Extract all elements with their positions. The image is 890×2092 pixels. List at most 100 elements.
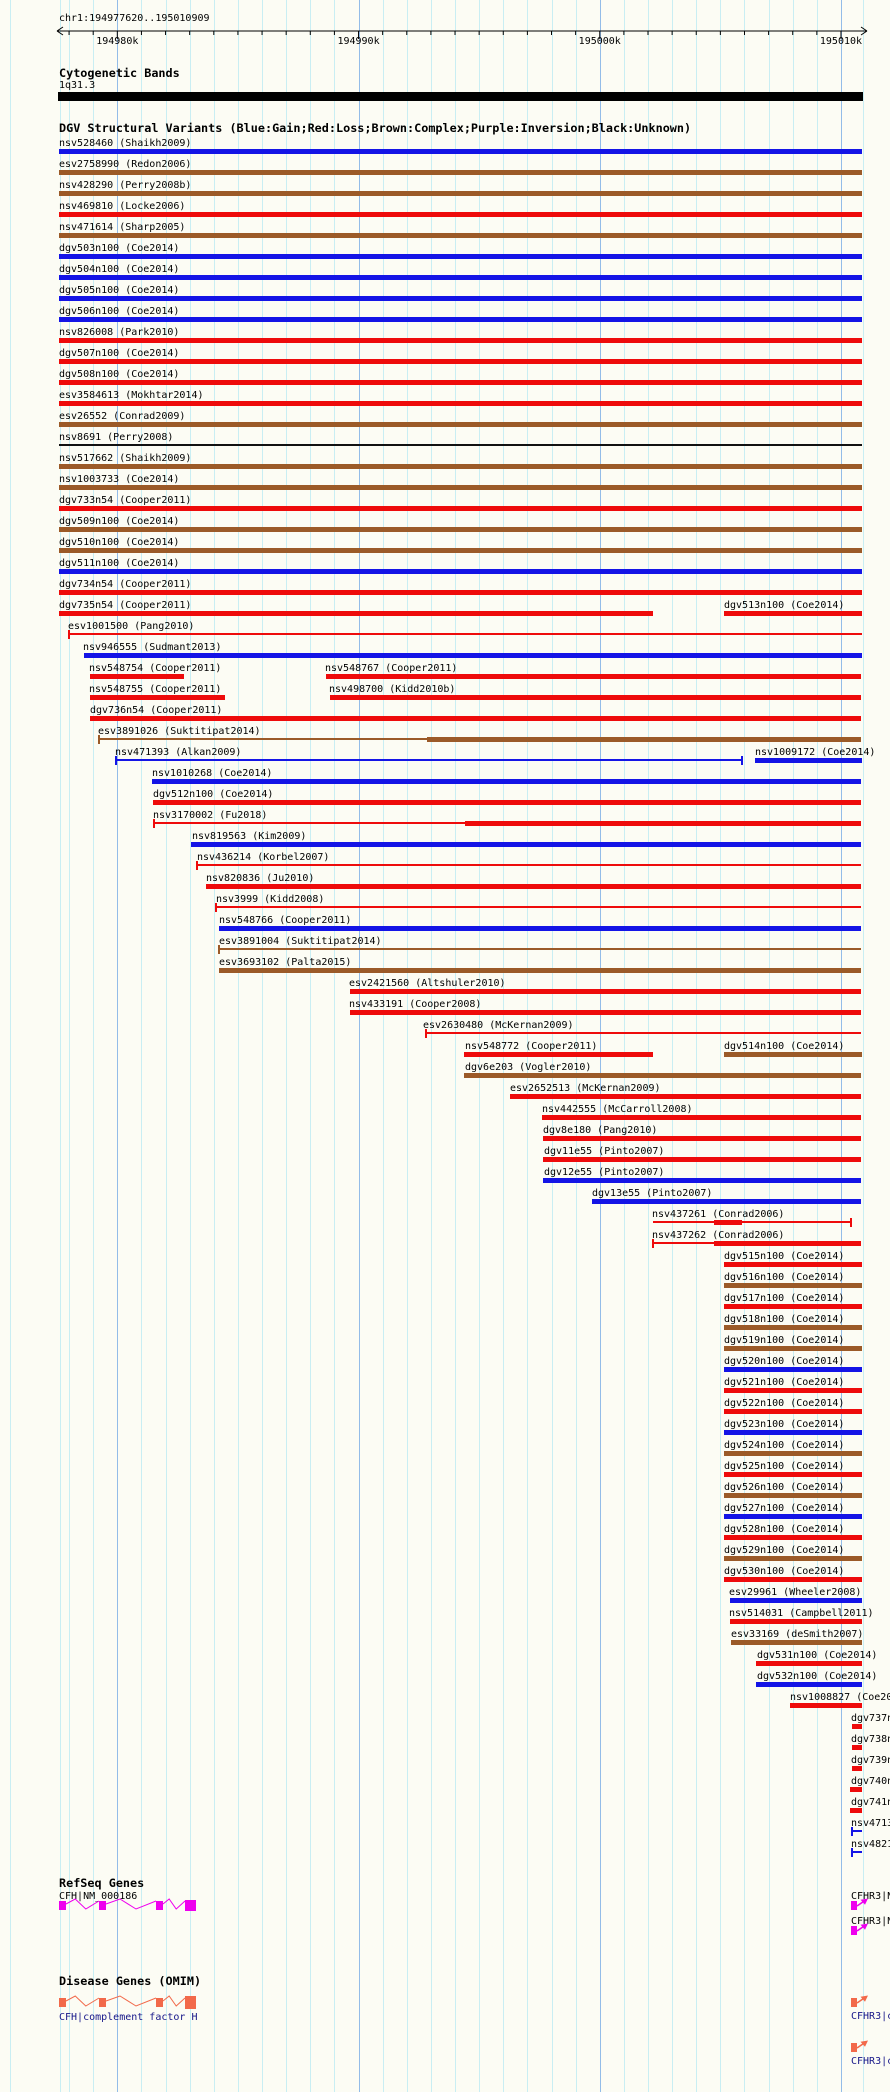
variant-bar[interactable]	[724, 1493, 862, 1498]
variant-bar[interactable]	[330, 695, 861, 700]
variant-bar[interactable]	[790, 1703, 862, 1708]
variant-bar[interactable]	[724, 1052, 862, 1057]
variant-bar[interactable]	[510, 1094, 861, 1099]
variant-bar[interactable]	[350, 1010, 861, 1015]
variant-bar[interactable]	[59, 191, 862, 196]
variant-bar[interactable]	[59, 590, 862, 595]
variant-line[interactable]	[59, 444, 862, 446]
variant-bar[interactable]	[850, 1808, 862, 1813]
variant-line[interactable]	[852, 1851, 862, 1853]
variant-bar[interactable]	[59, 422, 862, 427]
variant-bar[interactable]	[59, 149, 862, 154]
variant-bar[interactable]	[714, 1220, 742, 1225]
variant-bar[interactable]	[350, 989, 861, 994]
variant-bar[interactable]	[59, 464, 862, 469]
variant-bar[interactable]	[852, 1766, 862, 1771]
gene-glyph[interactable]	[0, 1893, 890, 1919]
variant-bar[interactable]	[724, 1472, 862, 1477]
variant-bar[interactable]	[59, 401, 862, 406]
variant-bar[interactable]	[724, 611, 862, 616]
variant-bar[interactable]	[153, 800, 861, 805]
variant-bar[interactable]	[59, 611, 653, 616]
variant-line[interactable]	[852, 1830, 862, 1832]
variant-bar[interactable]	[59, 212, 862, 217]
variant-bar[interactable]	[724, 1388, 862, 1393]
variant-bar[interactable]	[756, 1661, 862, 1666]
variant-bar[interactable]	[724, 1262, 862, 1267]
variant-bar[interactable]	[724, 1535, 862, 1540]
variant-bar[interactable]	[755, 758, 862, 763]
variant-bar[interactable]	[59, 254, 862, 259]
variant-bar[interactable]	[850, 1787, 862, 1792]
variant-label: nsv548755 (Cooper2011)	[89, 684, 222, 695]
variant-bar[interactable]	[730, 1598, 862, 1603]
variant-bar[interactable]	[59, 233, 862, 238]
variant-bar[interactable]	[543, 1178, 861, 1183]
variant-bar[interactable]	[59, 506, 862, 511]
variant-line[interactable]	[216, 906, 861, 908]
variant-bar[interactable]	[465, 821, 861, 826]
variant-line[interactable]	[426, 1032, 861, 1034]
variant-bar[interactable]	[464, 1052, 653, 1057]
variant-line[interactable]	[219, 948, 861, 950]
variant-bar[interactable]	[219, 926, 861, 931]
gene-arrow-glyph[interactable]	[849, 1896, 879, 1916]
variant-line[interactable]	[197, 864, 861, 866]
variant-line[interactable]	[653, 1221, 851, 1223]
variant-bar[interactable]	[724, 1304, 862, 1309]
variant-bar[interactable]	[84, 653, 862, 658]
variant-bar[interactable]	[724, 1451, 862, 1456]
variant-bar[interactable]	[191, 842, 861, 847]
variant-bar[interactable]	[592, 1199, 861, 1204]
variant-bar[interactable]	[730, 1619, 862, 1624]
variant-bar[interactable]	[724, 1556, 862, 1561]
variant-bar[interactable]	[59, 317, 862, 322]
variant-bar[interactable]	[152, 779, 861, 784]
variant-bar[interactable]	[219, 968, 861, 973]
variant-bar[interactable]	[59, 569, 862, 574]
variant-bar[interactable]	[59, 548, 862, 553]
variant-bar[interactable]	[59, 296, 862, 301]
variant-bar[interactable]	[59, 359, 862, 364]
variant-bar[interactable]	[59, 485, 862, 490]
variant-line[interactable]	[653, 1242, 714, 1244]
gene-arrow-glyph[interactable]	[849, 2038, 879, 2058]
variant-bar[interactable]	[427, 737, 861, 742]
variant-bar[interactable]	[59, 170, 862, 175]
variant-bar[interactable]	[59, 338, 862, 343]
variant-line[interactable]	[154, 822, 465, 824]
variant-bar[interactable]	[724, 1430, 862, 1435]
variant-bar[interactable]	[59, 275, 862, 280]
variant-bar[interactable]	[206, 884, 861, 889]
variant-bar[interactable]	[59, 380, 862, 385]
coordinate-ruler[interactable]	[0, 0, 890, 52]
cytoband-bar[interactable]	[58, 92, 863, 101]
variant-bar[interactable]	[724, 1283, 862, 1288]
variant-bar[interactable]	[756, 1682, 862, 1687]
variant-bar[interactable]	[59, 527, 862, 532]
gene-arrow-glyph[interactable]	[849, 1921, 879, 1941]
variant-bar[interactable]	[543, 1157, 861, 1162]
variant-bar[interactable]	[731, 1640, 862, 1645]
variant-bar[interactable]	[724, 1577, 862, 1582]
variant-line[interactable]	[99, 738, 427, 740]
variant-line[interactable]	[116, 759, 742, 761]
variant-bar[interactable]	[326, 674, 861, 679]
variant-bar[interactable]	[464, 1073, 861, 1078]
variant-bar[interactable]	[724, 1325, 862, 1330]
variant-bar[interactable]	[543, 1136, 861, 1141]
variant-bar[interactable]	[852, 1745, 862, 1750]
variant-bar[interactable]	[724, 1346, 862, 1351]
variant-bar[interactable]	[90, 695, 225, 700]
variant-bar[interactable]	[90, 716, 861, 721]
variant-bar[interactable]	[542, 1115, 861, 1120]
gene-arrow-glyph[interactable]	[849, 1993, 879, 2013]
variant-bar[interactable]	[724, 1514, 862, 1519]
variant-line[interactable]	[69, 633, 862, 635]
variant-bar[interactable]	[90, 674, 184, 679]
variant-bar[interactable]	[852, 1724, 862, 1729]
variant-bar[interactable]	[724, 1409, 862, 1414]
variant-bar[interactable]	[724, 1367, 862, 1372]
variant-bar[interactable]	[714, 1241, 861, 1246]
gene-glyph[interactable]	[0, 1990, 890, 2016]
